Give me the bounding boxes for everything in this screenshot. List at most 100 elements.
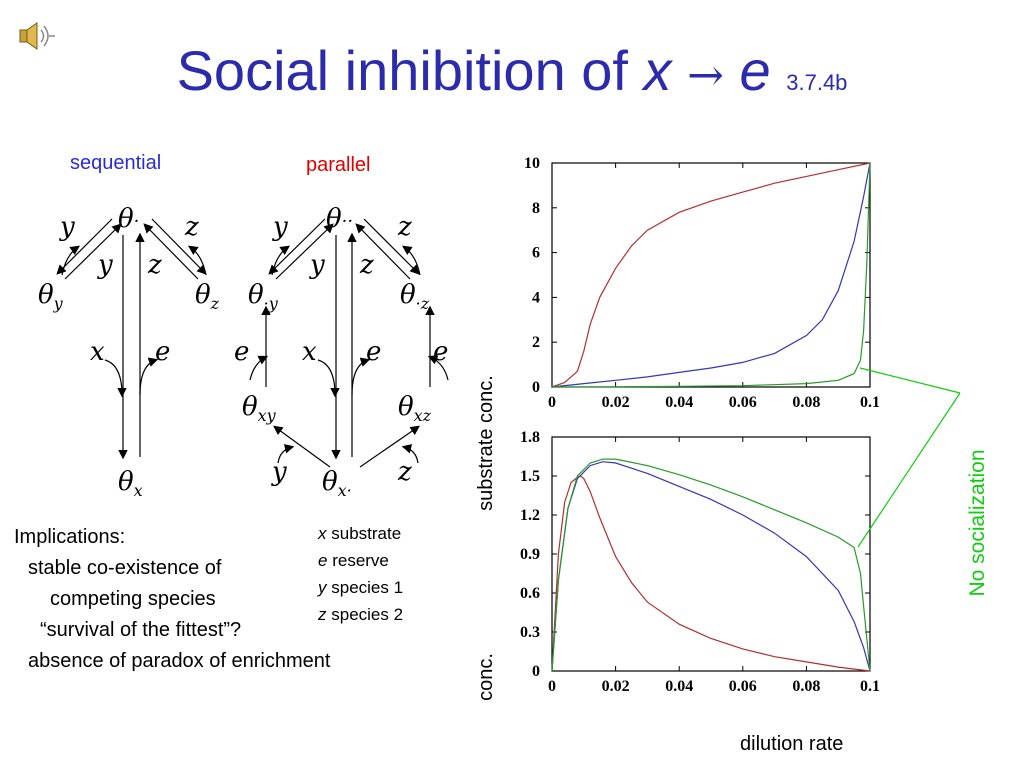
sym-y-mid-par: y — [309, 250, 325, 280]
arrow-par-x-curve — [317, 359, 340, 398]
sym-z-top-seq: z — [184, 212, 199, 242]
red-curve — [551, 475, 871, 672]
implication-line: stable co-existence of — [28, 557, 222, 579]
sym-z-top-par: z — [397, 212, 412, 242]
speaker-icon[interactable] — [18, 20, 58, 52]
arrow-par-xz-e — [427, 355, 449, 381]
x-tick-label: 0.02 — [602, 394, 630, 411]
sym-e-par-left: e — [234, 337, 249, 367]
sym-y-top-par: y — [272, 212, 288, 242]
sym-x-seq: x — [90, 337, 105, 367]
y-tick-label: 4 — [532, 289, 540, 306]
node-theta-xy: θxy — [242, 392, 277, 425]
x-tick-label: 0.06 — [729, 678, 757, 695]
arrow-par-y-loop — [271, 245, 290, 276]
arrow-par-z-loop — [402, 245, 421, 276]
arrow-seq-y-loop — [61, 245, 80, 276]
annotation-line-bottom — [857, 392, 961, 548]
x-tick-label: 0.08 — [792, 394, 820, 411]
blue-curve — [551, 162, 871, 388]
y-tick-label: 0.6 — [520, 585, 540, 602]
y-tick-label: 1.8 — [520, 429, 540, 446]
arrow-seq-y-out — [56, 218, 113, 275]
x-tick-label: 0.06 — [729, 394, 757, 411]
x-tick-label: 0.04 — [665, 394, 693, 411]
legend-item: z species 2 — [318, 605, 404, 624]
sym-z-mid-par: z — [359, 250, 374, 280]
title-var-x: x — [643, 39, 672, 102]
legend-item: y species 1 — [318, 578, 404, 597]
sym-z-mid-seq: z — [147, 250, 162, 280]
legend-item: e reserve — [318, 551, 389, 570]
variable-legend: x substrate e reserve y species 1 z spec… — [318, 520, 403, 628]
blue-curve — [551, 461, 871, 672]
x-tick-label: 0 — [548, 678, 556, 695]
y-tick-label: 0 — [532, 663, 540, 680]
biomass-chart: 0 0.02 0.04 0.06 0.08 0.1 0 0.3 0.6 0.9 1.2 1.5 1.8 — [520, 429, 880, 695]
x-tick-label: 0.08 — [792, 678, 820, 695]
node-theta-x-dot: θx· — [322, 467, 352, 500]
y-tick-label: 1.5 — [520, 468, 540, 485]
sym-e-par-mid: e — [366, 337, 381, 367]
y-axis-label-substrate: substrate conc. — [475, 375, 497, 511]
y-tick-label: 2 — [532, 334, 540, 351]
x-tick-label: 0.04 — [665, 678, 693, 695]
no-socialization-label: No socialization — [966, 449, 989, 596]
y-tick-label: 0.9 — [520, 546, 540, 563]
arrow-par-xy-diag — [273, 425, 331, 468]
implication-line: absence of paradox of enrichment — [28, 650, 331, 672]
parallel-label: parallel — [306, 154, 371, 176]
node-theta-xz: θxz — [398, 392, 432, 425]
arrow-par-xy-e — [249, 355, 269, 381]
flow-diagrams: θ· y z y z θy θz x e θx θ·· y z y z θ·y … — [38, 204, 449, 500]
arrow-seq-x-curve — [104, 359, 127, 398]
implications-heading: Implications: — [14, 526, 126, 548]
annotation-line-top — [859, 367, 961, 394]
node-theta-dot-y: θ·y — [248, 280, 279, 313]
arrow-seq-y-in — [64, 223, 122, 280]
plot-frame — [551, 162, 871, 388]
node-theta-z: θz — [195, 280, 220, 313]
y-axis-label-biomass: biomass conc. — [475, 653, 497, 705]
x-axis-label: dilution rate — [740, 733, 844, 755]
title-var-e: e — [739, 39, 771, 102]
sym-y-mid-seq: y — [97, 250, 113, 280]
implications-block: Implications: stable co-existence of com… — [14, 522, 330, 677]
arrow-par-xz-diag — [359, 425, 420, 468]
plot-frame — [551, 436, 871, 672]
sequential-label: sequential — [70, 152, 162, 174]
title-prefix: Social inhibition of — [176, 39, 628, 102]
charts-svg: 0 0.02 0.04 0.06 0.08 0.1 0 2 4 6 8 10 0 0.02 0.04 0.0… — [475, 155, 989, 705]
node-theta-y: θy — [38, 280, 64, 313]
node-theta-dotdot: θ·· — [326, 204, 353, 234]
x-tick-label: 0 — [548, 394, 556, 411]
arrow-seq-z-out — [151, 218, 207, 275]
y-tick-label: 0.3 — [520, 624, 540, 641]
x-tick-label: 0.1 — [860, 678, 880, 695]
y-tick-label: 6 — [532, 245, 540, 262]
sym-e-seq: e — [155, 337, 170, 367]
sym-x-par: x — [302, 337, 317, 367]
y-tick-label: 1.2 — [520, 507, 540, 524]
arrow-seq-e-curve — [139, 357, 159, 396]
arrow-seq-z-loop — [188, 245, 207, 276]
node-theta-dot-z: θ·z — [400, 280, 430, 313]
sym-z-low-par: z — [397, 457, 412, 487]
substrate-chart: 0 0.02 0.04 0.06 0.08 0.1 0 2 4 6 8 10 — [524, 155, 880, 411]
arrow-par-z-in — [355, 223, 411, 280]
arrow-par-y-out — [268, 218, 326, 275]
green-curve — [551, 162, 871, 388]
arrow-par-y-low — [277, 444, 295, 464]
sym-e-par-right: e — [433, 337, 448, 367]
green-curve — [551, 458, 871, 672]
node-theta-x: θx — [118, 467, 143, 500]
y-tick-label: 8 — [532, 200, 540, 217]
page-title: Social inhibition of x → e 3.7.4b — [0, 38, 1024, 103]
y-tick-label: 0 — [532, 379, 540, 396]
arrow-par-z-out — [363, 218, 420, 275]
red-curve — [551, 162, 871, 388]
implication-line: “survival of the fittest”? — [40, 619, 242, 641]
x-tick-label: 0.02 — [602, 678, 630, 695]
y-tick-label: 10 — [524, 155, 540, 172]
arrow-seq-z-in — [143, 223, 199, 280]
